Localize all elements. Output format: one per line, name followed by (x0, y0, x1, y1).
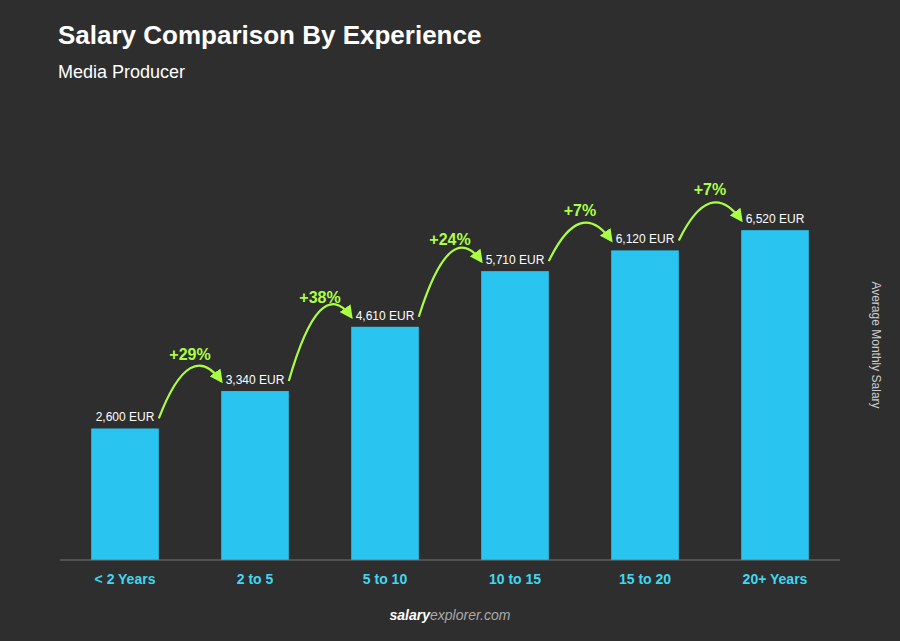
value-label: 2,600 EUR (96, 410, 155, 424)
growth-label: +7% (694, 181, 726, 198)
subtitle: Media Producer (58, 62, 185, 82)
category-label: 5 to 10 (363, 571, 408, 587)
title: Salary Comparison By Experience (58, 20, 481, 50)
category-label: 10 to 15 (489, 571, 541, 587)
growth-label: +7% (564, 202, 596, 219)
bar (91, 428, 159, 560)
growth-arrow (679, 202, 741, 240)
value-label: 6,520 EUR (746, 212, 805, 226)
bar (481, 271, 549, 560)
growth-arrow (419, 248, 481, 317)
growth-arrow (159, 366, 221, 419)
chart: Salary Comparison By Experience Media Pro… (0, 0, 900, 641)
category-label: 2 to 5 (237, 571, 274, 587)
bar (741, 230, 809, 560)
category-label: < 2 Years (95, 571, 156, 587)
baseline (60, 560, 840, 561)
axis-label: Average Monthly Salary (869, 281, 883, 408)
bar (351, 327, 419, 560)
bars (91, 230, 809, 560)
value-label: 5,710 EUR (486, 253, 545, 267)
bar (221, 391, 289, 560)
growth-label: +38% (299, 289, 340, 306)
source-part: explorer.com (430, 607, 511, 623)
growth-label: +24% (429, 231, 470, 248)
growth-arrow (289, 304, 351, 381)
background (0, 0, 900, 641)
source-part: salary (390, 607, 432, 623)
source: salaryexplorer.com (390, 607, 511, 623)
growth-arrow (549, 223, 611, 262)
value-label: 3,340 EUR (226, 373, 285, 387)
value-label: 4,610 EUR (356, 309, 415, 323)
value-label: 6,120 EUR (616, 232, 675, 246)
category-label: 15 to 20 (619, 571, 671, 587)
bar (611, 250, 679, 560)
category-label: 20+ Years (743, 571, 808, 587)
growth-label: +29% (169, 346, 210, 363)
